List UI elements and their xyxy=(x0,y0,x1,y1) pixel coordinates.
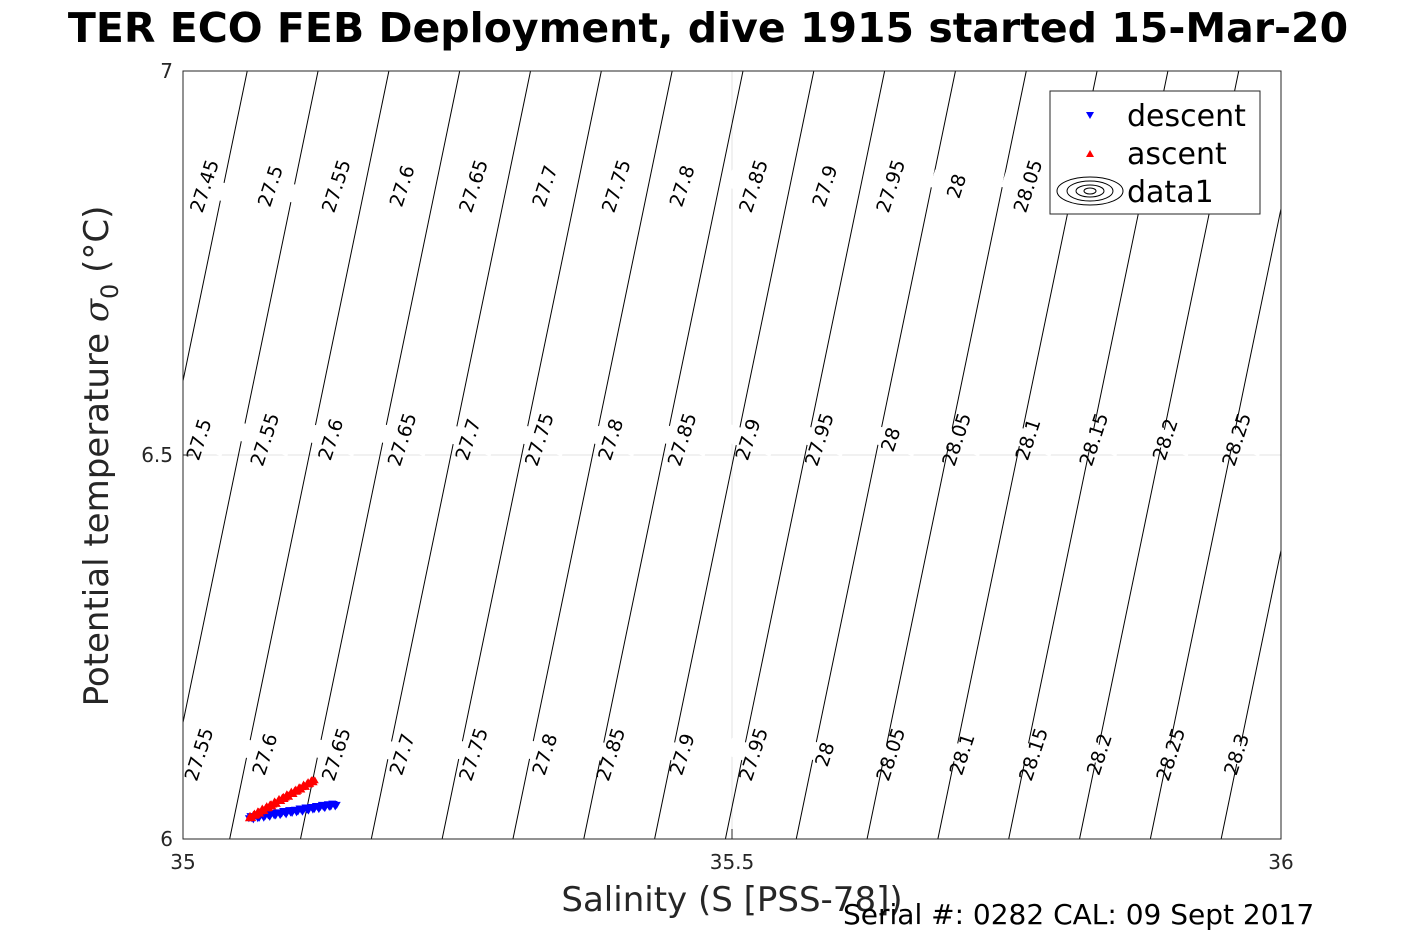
legend-descent-marker xyxy=(1086,112,1094,119)
isopycnal-lines xyxy=(182,70,1282,840)
isopycnal-label-bg xyxy=(309,169,365,203)
isopycnal-line-3 xyxy=(299,70,461,840)
y-tick-label-2: 7 xyxy=(160,59,173,83)
isopycnal-label-bg xyxy=(243,169,299,203)
y-label-main: Potential temperature xyxy=(77,322,117,706)
isopycnal-label-bg xyxy=(1000,423,1056,457)
isopycnal-label-bg xyxy=(1072,737,1128,772)
descent-point-59 xyxy=(332,801,341,809)
ascent-point-59 xyxy=(310,776,319,784)
isopycnal-label-bg xyxy=(1006,737,1062,772)
isopycnal-label-bg xyxy=(375,169,431,203)
isopycnal-label-bg xyxy=(1143,737,1199,772)
isopycnal-label-bg xyxy=(929,423,985,457)
isopycnal-label-bg xyxy=(1138,423,1194,457)
isopycnal-label-bg xyxy=(720,423,776,457)
isopycnal-label-bg xyxy=(171,737,227,772)
isopycnal-label-bg xyxy=(792,423,848,457)
y-tick-label-1: 6.5 xyxy=(141,443,173,467)
isopycnal-label-bg xyxy=(726,737,782,772)
isopycnal-line-15 xyxy=(1149,208,1282,840)
isopycnal-label-bg xyxy=(655,737,711,772)
isopycnal-label-bg xyxy=(797,737,853,772)
isopycnal-label-bg xyxy=(171,423,227,457)
y-label-sub: 0 xyxy=(96,284,124,299)
isopycnal-line-4 xyxy=(370,70,532,840)
isopycnal-line-6 xyxy=(512,70,673,840)
isopycnal-labels: 27.45 27.5 27.55 27.6 27.65 27.7 27.75 27.8 27.8… xyxy=(171,157,1265,784)
isopycnal-label-bg xyxy=(309,737,365,772)
legend-box xyxy=(1049,90,1261,215)
legend: descent ascent data1 xyxy=(1049,90,1261,215)
ascent-point-29 xyxy=(277,796,286,804)
isopycnal-label-bg xyxy=(446,169,502,203)
isopycnal-line-16 xyxy=(1220,550,1282,840)
serial-cal-footer: Serial #: 0282 CAL: 09 Sept 2017 xyxy=(843,898,1315,931)
legend-ascent-label: ascent xyxy=(1127,137,1227,172)
isopycnal-label-bg xyxy=(375,737,431,772)
isopycnal-line-10 xyxy=(795,70,956,840)
x-tick-label-1: 35.5 xyxy=(710,850,755,874)
isopycnal-label-bg xyxy=(863,737,919,772)
chart-title: TER ECO FEB Deployment, dive 1915 starte… xyxy=(67,4,1349,52)
isopycnal-label-bg xyxy=(935,737,991,772)
isopycnal-line-9 xyxy=(724,70,886,840)
isopycnal-label-bg xyxy=(863,423,919,457)
isopycnal-label-bg xyxy=(583,737,639,772)
isopycnal-label-bg xyxy=(303,423,359,457)
isopycnal-label-bg xyxy=(517,169,573,203)
isopycnal-line-5 xyxy=(441,70,602,840)
isopycnal-label-bg xyxy=(929,169,985,203)
isopycnal-label-bg xyxy=(863,169,919,203)
isopycnal-label-bg xyxy=(512,423,568,457)
isopycnal-line-11 xyxy=(866,70,1027,840)
isopycnal-label-bg xyxy=(446,737,502,772)
svg-text:Potential temperature σ0 (°C): Potential temperature σ0 (°C) xyxy=(77,206,124,707)
isopycnal-label-bg xyxy=(177,169,233,203)
isopycnal-label-bg xyxy=(1066,423,1122,457)
axes: 35 35.5 36 6 6.5 7 xyxy=(141,59,1294,874)
isopycnal-label-bg xyxy=(440,423,496,457)
y-tick-label-0: 6 xyxy=(160,827,173,851)
data-points xyxy=(244,776,341,824)
isopycnal-line-1 xyxy=(182,70,319,723)
isopycnal-label-bg xyxy=(1209,423,1265,457)
isopycnal-label-bg xyxy=(237,423,293,457)
isopycnal-label-bg xyxy=(797,169,853,203)
y-label-sigma: σ xyxy=(77,298,117,322)
isopycnal-label-bg xyxy=(517,737,573,772)
isopycnal-label-bg xyxy=(237,737,293,772)
y-axis-label: Potential temperature σ0 (°C) xyxy=(77,206,124,707)
isopycnal-line-0 xyxy=(182,70,248,381)
isopycnal-label-bg xyxy=(375,423,431,457)
isopycnal-label-bg xyxy=(655,423,711,457)
isopycnal-label-bg xyxy=(589,169,645,203)
isopycnal-label-bg xyxy=(583,423,639,457)
isopycnal-label-bg xyxy=(1000,169,1056,203)
isopycnal-label-bg xyxy=(1209,737,1265,772)
isopycnal-label-bg xyxy=(726,169,782,203)
isopycnal-label-bg xyxy=(655,169,711,203)
legend-data1-label: data1 xyxy=(1127,175,1214,210)
legend-ascent-marker xyxy=(1086,150,1094,157)
y-label-unit: (°C) xyxy=(77,206,117,284)
x-tick-label-2: 36 xyxy=(1268,850,1293,874)
legend-descent-label: descent xyxy=(1127,99,1246,134)
isopycnal-line-2 xyxy=(229,70,390,840)
isopycnal-line-8 xyxy=(654,70,815,840)
x-axis-label: Salinity (S [PSS-78]) xyxy=(561,880,903,920)
x-tick-label-0: 35 xyxy=(170,850,195,874)
isopycnal-line-7 xyxy=(583,70,744,840)
legend-contour-icon xyxy=(1056,176,1124,206)
